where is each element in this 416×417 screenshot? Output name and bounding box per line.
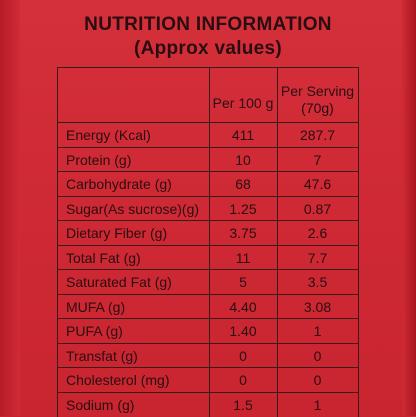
row-divider	[58, 293, 358, 295]
row-divider	[58, 342, 358, 344]
value-per-serving: 287.7	[299, 127, 336, 143]
value-per-serving: 3.5	[307, 274, 328, 290]
value-per-serving: 7	[313, 151, 322, 168]
package-edge-left	[0, 0, 20, 416]
value-per-100g: 5	[239, 274, 247, 290]
nutrient-name: Sugar(As sucrose)(g)	[66, 200, 200, 217]
value-per-serving: 1	[313, 323, 322, 339]
value-per-serving: 47.6	[303, 176, 332, 192]
nutrition-table: Per 100 g Per Serving (70g) Energy (Kcal…	[57, 67, 359, 417]
nutrient-name: Total Fat (g)	[66, 249, 141, 266]
value-per-100g: 0	[239, 372, 247, 388]
value-per-100g: 4.40	[229, 298, 257, 315]
header-serving-size: (70g)	[301, 100, 334, 116]
value-per-100g: 10	[235, 151, 251, 168]
row-divider	[58, 318, 358, 319]
row-divider	[58, 367, 358, 368]
nutrient-name: Dietary Fiber (g)	[66, 225, 168, 241]
value-per-serving: 0.87	[303, 200, 332, 217]
nutrient-name: Protein (g)	[66, 151, 132, 168]
row-divider	[58, 220, 358, 221]
value-per-100g: 1.25	[229, 200, 257, 217]
label-title: NUTRITION INFORMATION	[84, 14, 332, 35]
value-per-100g: 411	[231, 127, 255, 143]
nutrient-name: Cholesterol (mg)	[66, 372, 170, 388]
value-per-100g: 0	[239, 347, 247, 364]
value-per-100g: 1.5	[233, 396, 253, 413]
value-per-100g: 3.75	[229, 225, 257, 241]
value-per-serving: 7.7	[307, 249, 328, 266]
column-divider	[209, 68, 210, 417]
value-per-serving: 2.6	[307, 225, 328, 241]
nutrient-name: Sodium (g)	[66, 396, 135, 413]
package-edge-right	[402, 0, 416, 416]
row-divider	[58, 122, 358, 123]
row-divider	[58, 146, 358, 148]
value-per-serving: 1	[313, 396, 322, 413]
value-per-100g: 68	[235, 176, 251, 192]
row-divider	[58, 195, 358, 197]
label-subtitle: (Approx values)	[133, 38, 283, 59]
nutrient-name: PUFA (g)	[66, 323, 123, 339]
nutrient-name: Energy (Kcal)	[66, 127, 151, 143]
value-per-100g: 1.40	[229, 323, 257, 339]
nutrient-name: MUFA (g)	[66, 298, 126, 315]
row-divider	[58, 244, 358, 246]
header-per-100g: Per 100 g	[212, 95, 274, 111]
value-per-serving: 0	[313, 347, 322, 364]
column-divider	[277, 68, 278, 417]
value-per-serving: 0	[313, 372, 322, 388]
value-per-serving: 3.08	[303, 298, 332, 315]
row-divider	[58, 171, 358, 172]
nutrient-name: Saturated Fat (g)	[66, 274, 172, 290]
nutrient-name: Transfat (g)	[66, 347, 138, 364]
header-per-serving: Per Serving	[280, 83, 355, 99]
value-per-100g: 11	[235, 249, 251, 266]
row-divider	[58, 391, 358, 393]
nutrient-name: Carbohydrate (g)	[66, 176, 172, 192]
row-divider	[58, 269, 358, 270]
